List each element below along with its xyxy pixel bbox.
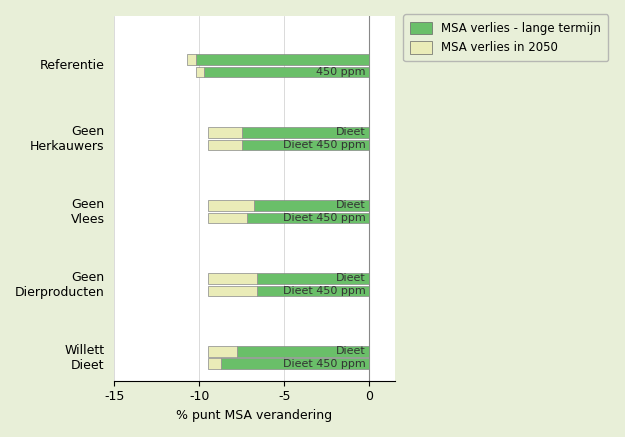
Bar bbox=[204, 66, 369, 77]
Text: Dieet 450 ppm: Dieet 450 ppm bbox=[283, 140, 366, 150]
Bar bbox=[208, 200, 254, 211]
Text: Dieet 450 ppm: Dieet 450 ppm bbox=[283, 213, 366, 223]
Bar bbox=[221, 358, 369, 369]
Bar bbox=[196, 66, 204, 77]
Bar bbox=[208, 127, 242, 138]
Bar bbox=[257, 285, 369, 296]
Bar bbox=[196, 54, 369, 65]
Bar bbox=[257, 273, 369, 284]
Text: 450 ppm: 450 ppm bbox=[316, 67, 366, 77]
Bar bbox=[208, 139, 242, 150]
Bar bbox=[242, 127, 369, 138]
Bar bbox=[208, 212, 247, 223]
Text: Dieet 450 ppm: Dieet 450 ppm bbox=[283, 286, 366, 296]
Bar bbox=[208, 346, 237, 357]
Bar bbox=[247, 212, 369, 223]
Bar bbox=[237, 346, 369, 357]
Bar bbox=[242, 139, 369, 150]
Bar bbox=[208, 273, 257, 284]
Text: Dieet: Dieet bbox=[336, 346, 366, 356]
Bar bbox=[254, 200, 369, 211]
Bar bbox=[208, 285, 257, 296]
Text: Dieet: Dieet bbox=[336, 127, 366, 137]
Legend: MSA verlies - lange termijn, MSA verlies in 2050: MSA verlies - lange termijn, MSA verlies… bbox=[403, 14, 608, 61]
X-axis label: % punt MSA verandering: % punt MSA verandering bbox=[176, 409, 332, 422]
Bar bbox=[188, 54, 196, 65]
Bar bbox=[208, 358, 221, 369]
Text: Dieet: Dieet bbox=[336, 200, 366, 210]
Text: Dieet 450 ppm: Dieet 450 ppm bbox=[283, 359, 366, 369]
Text: Dieet: Dieet bbox=[336, 273, 366, 283]
